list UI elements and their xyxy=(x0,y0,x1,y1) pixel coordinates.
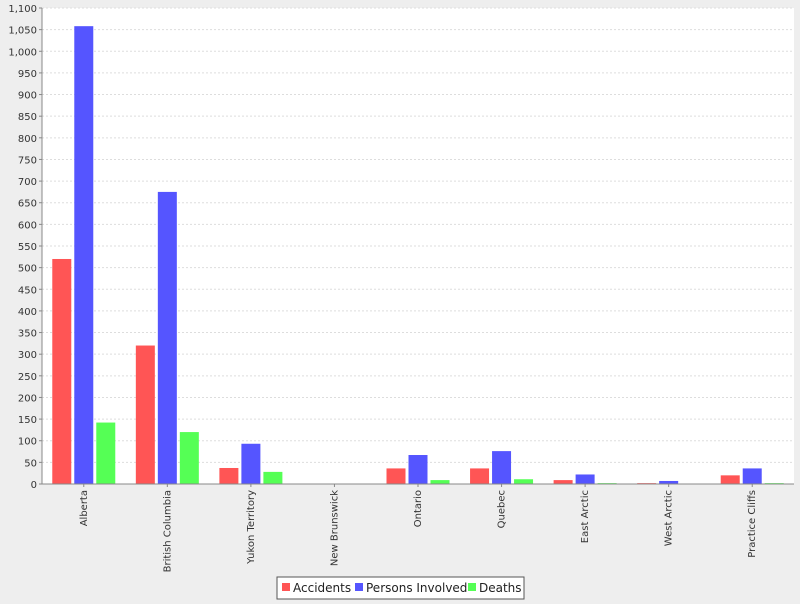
y-tick-label: 350 xyxy=(18,329,37,340)
bar-deaths-british-columbia xyxy=(180,432,199,484)
bar-accidents-practice-cliffs xyxy=(721,475,740,484)
x-tick-label: New Brunswick xyxy=(329,490,340,566)
y-tick-label: 900 xyxy=(18,91,37,102)
bar-persons-involved-practice-cliffs xyxy=(743,468,762,484)
legend-label-deaths: Deaths xyxy=(479,581,522,595)
y-tick-label: 700 xyxy=(18,177,37,188)
bar-deaths-alberta xyxy=(96,423,115,484)
bar-persons-involved-quebec xyxy=(492,451,511,484)
legend-swatch-persons-involved xyxy=(355,583,363,591)
y-tick-label: 650 xyxy=(18,199,37,210)
x-tick-label: Quebec xyxy=(497,490,508,528)
x-tick-label: Yukon Territory xyxy=(246,490,257,565)
x-tick-label: Ontario xyxy=(413,490,424,527)
x-tick-label: East Arctic xyxy=(580,490,591,543)
y-tick-label: 400 xyxy=(18,307,37,318)
y-tick-label: 450 xyxy=(18,285,37,296)
y-tick-label: 600 xyxy=(18,220,37,231)
bar-persons-involved-ontario xyxy=(409,455,428,484)
legend-swatch-deaths xyxy=(468,583,476,591)
bar-deaths-yukon-territory xyxy=(263,472,282,484)
y-tick-label: 500 xyxy=(18,264,37,275)
y-axis-ticks: 0 50 100 150 200 250 300 350 400 450 500 550 600 650 7… xyxy=(8,4,42,491)
y-tick-label: 250 xyxy=(18,372,37,383)
y-tick-label: 1,050 xyxy=(8,26,37,37)
y-tick-label: 0 xyxy=(31,480,37,491)
bar-persons-involved-british-columbia xyxy=(158,192,177,484)
x-tick-label: West Arctic xyxy=(664,490,675,546)
bar-persons-involved-alberta xyxy=(74,26,93,484)
legend-swatch-accidents xyxy=(282,583,290,591)
legend: Accidents Persons Involved Deaths xyxy=(277,577,524,599)
bar-accidents-yukon-territory xyxy=(219,468,238,484)
bar-accidents-ontario xyxy=(387,468,406,484)
y-tick-label: 950 xyxy=(18,69,37,80)
bar-accidents-british-columbia xyxy=(136,346,155,484)
x-tick-label: Alberta xyxy=(79,490,90,526)
y-tick-label: 850 xyxy=(18,112,37,123)
bar-persons-involved-east-arctic xyxy=(576,474,595,484)
x-tick-label: Practice Cliffs xyxy=(747,490,758,558)
y-tick-label: 300 xyxy=(18,350,37,361)
legend-label-persons-involved: Persons Involved xyxy=(366,581,467,595)
y-tick-label: 100 xyxy=(18,437,37,448)
x-axis-ticks: Alberta British Columbia Yukon Territory Ne… xyxy=(79,484,758,572)
bar-deaths-quebec xyxy=(514,479,533,484)
bar-accidents-quebec xyxy=(470,468,489,484)
bar-accidents-east-arctic xyxy=(554,480,573,484)
bar-persons-involved-yukon-territory xyxy=(241,444,260,484)
x-tick-label: British Columbia xyxy=(162,490,173,572)
bar-accidents-alberta xyxy=(52,259,71,484)
y-tick-label: 200 xyxy=(18,393,37,404)
bar-deaths-ontario xyxy=(431,480,450,484)
y-tick-label: 750 xyxy=(18,155,37,166)
y-tick-label: 150 xyxy=(18,415,37,426)
y-tick-label: 1,100 xyxy=(8,4,37,15)
y-tick-label: 1,000 xyxy=(8,47,37,58)
y-tick-label: 800 xyxy=(18,134,37,145)
legend-label-accidents: Accidents xyxy=(293,581,351,595)
y-tick-label: 550 xyxy=(18,242,37,253)
y-tick-label: 50 xyxy=(24,458,37,469)
